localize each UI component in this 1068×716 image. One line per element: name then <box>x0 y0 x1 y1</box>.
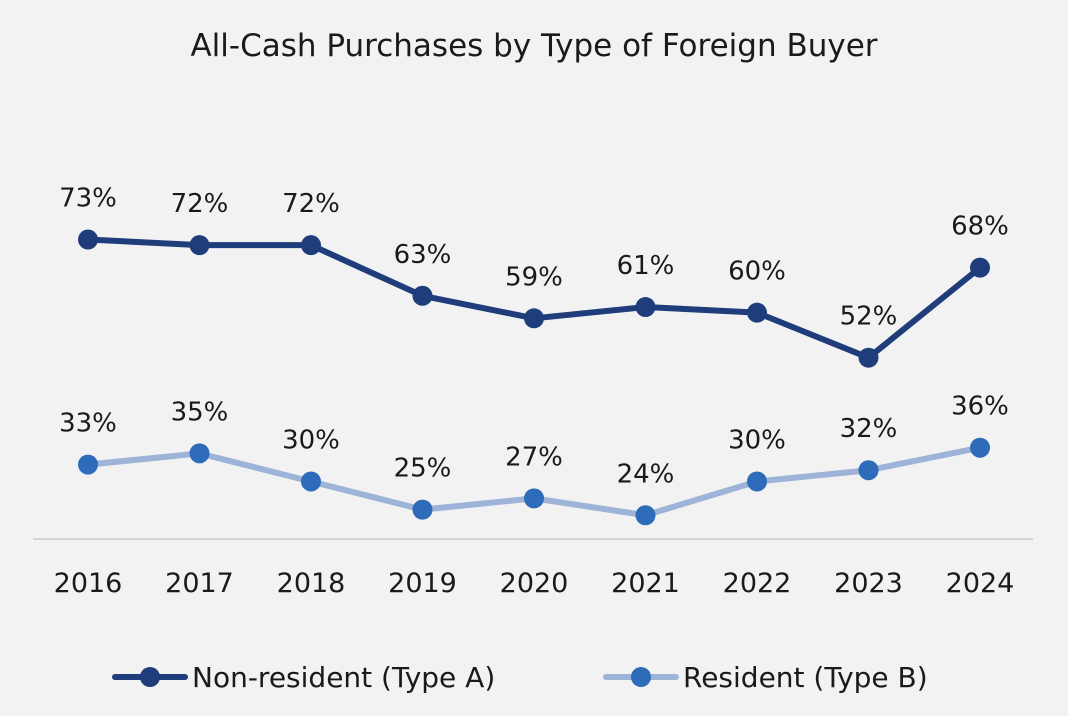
data-point-resident-2016[interactable] <box>78 454 98 475</box>
data-point-non-resident-2021[interactable] <box>635 297 656 318</box>
data-point-resident-2021[interactable] <box>635 505 656 526</box>
data-label-resident-2023: 32% <box>840 414 898 444</box>
data-label-resident-2017: 35% <box>171 397 229 427</box>
data-point-non-resident-2020[interactable] <box>524 308 544 329</box>
legend-marker-non-resident <box>140 667 160 687</box>
legend-label-non-resident: Non-resident (Type A) <box>192 661 495 694</box>
data-point-resident-2020[interactable] <box>524 488 544 509</box>
data-point-resident-2023[interactable] <box>858 460 879 481</box>
data-label-non-resident-2020: 59% <box>505 262 563 292</box>
x-tick-label-2024: 2024 <box>946 568 1015 599</box>
series-layer: 73% 72% 72% 63% 59% 61% 60% 52% 68% 33% 35% 30% 25% 2… <box>59 184 1009 526</box>
data-label-resident-2016: 33% <box>59 409 117 439</box>
data-label-resident-2022: 30% <box>728 425 786 455</box>
x-tick-label-2022: 2022 <box>723 568 792 599</box>
chart-title: All-Cash Purchases by Type of Foreign Bu… <box>190 28 877 64</box>
x-tick-label-2020: 2020 <box>500 568 569 599</box>
legend-marker-resident <box>631 667 651 687</box>
x-tick-label-2017: 2017 <box>165 568 234 599</box>
data-label-non-resident-2024: 68% <box>951 212 1009 242</box>
data-point-resident-2018[interactable] <box>301 471 321 492</box>
data-label-resident-2019: 25% <box>394 454 452 484</box>
data-label-non-resident-2021: 61% <box>617 251 675 281</box>
data-point-non-resident-2018[interactable] <box>301 235 321 256</box>
x-tick-label-2018: 2018 <box>277 568 346 599</box>
x-axis-ticks: 2016 2017 2018 2019 2020 2021 2022 2023 2024 <box>54 568 1015 599</box>
data-label-resident-2024: 36% <box>951 392 1009 422</box>
data-point-resident-2024[interactable] <box>970 437 990 458</box>
series-resident: 33% 35% 30% 25% 27% 24% 30% 32% 36% <box>59 392 1009 526</box>
legend-item-resident[interactable]: Resident (Type B) <box>603 661 928 694</box>
data-point-non-resident-2022[interactable] <box>747 302 767 323</box>
x-tick-label-2016: 2016 <box>54 568 123 599</box>
series-non-resident: 73% 72% 72% 63% 59% 61% 60% 52% 68% <box>59 184 1009 368</box>
data-label-resident-2020: 27% <box>505 442 563 472</box>
data-point-resident-2017[interactable] <box>189 443 210 464</box>
data-label-resident-2021: 24% <box>617 459 675 489</box>
data-label-non-resident-2016: 73% <box>59 184 117 214</box>
data-point-non-resident-2017[interactable] <box>189 235 210 256</box>
data-point-non-resident-2019[interactable] <box>412 285 433 306</box>
legend-item-non-resident[interactable]: Non-resident (Type A) <box>112 661 495 694</box>
data-label-non-resident-2017: 72% <box>171 189 229 219</box>
data-label-non-resident-2018: 72% <box>282 189 340 219</box>
legend-label-resident: Resident (Type B) <box>683 661 928 694</box>
data-point-resident-2022[interactable] <box>747 471 767 492</box>
data-label-non-resident-2023: 52% <box>840 302 898 332</box>
data-point-resident-2019[interactable] <box>412 499 433 520</box>
x-tick-label-2021: 2021 <box>611 568 680 599</box>
data-point-non-resident-2024[interactable] <box>970 257 990 278</box>
data-point-non-resident-2016[interactable] <box>78 229 98 250</box>
data-label-resident-2018: 30% <box>282 425 340 455</box>
data-point-non-resident-2023[interactable] <box>858 347 879 368</box>
data-label-non-resident-2022: 60% <box>728 257 786 287</box>
series-line-non-resident <box>85 236 983 361</box>
x-tick-label-2019: 2019 <box>388 568 457 599</box>
x-tick-label-2023: 2023 <box>834 568 903 599</box>
data-label-non-resident-2019: 63% <box>394 240 452 270</box>
legend: Non-resident (Type A) Resident (Type B) <box>112 661 928 694</box>
